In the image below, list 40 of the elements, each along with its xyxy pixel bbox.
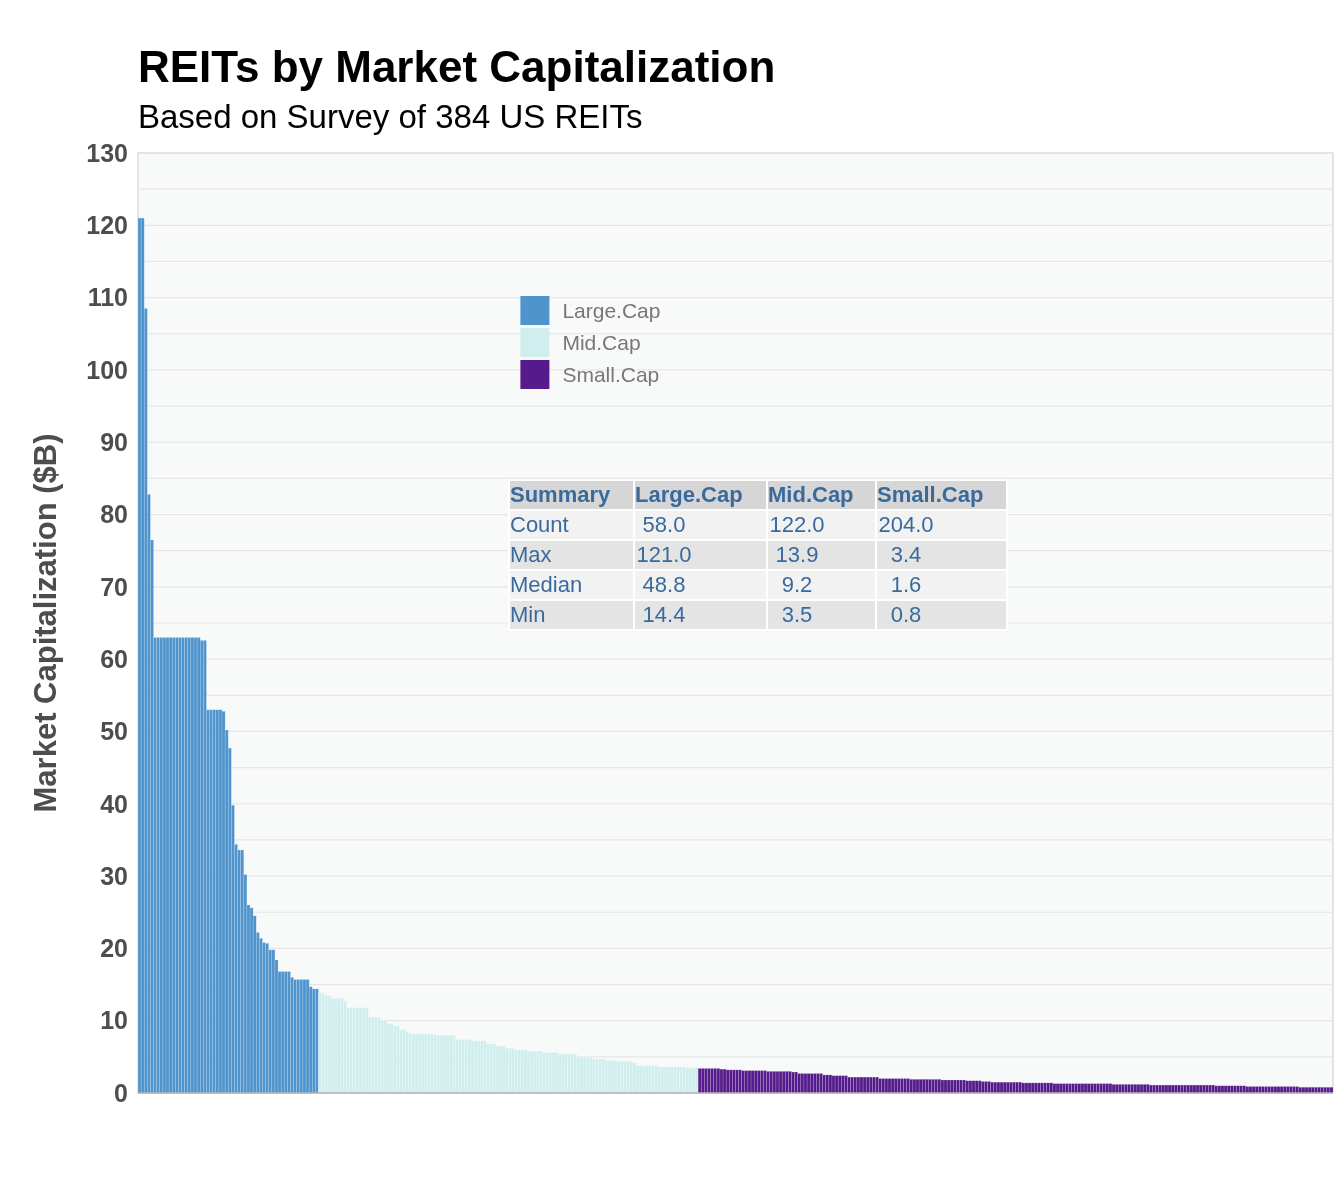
annotation: 14.4: [642, 602, 686, 627]
y-axis-title: Market Capitalization ($B): [28, 433, 63, 813]
legend-label: Mid.Cap: [562, 331, 641, 354]
annotation: Median: [510, 572, 583, 597]
y-tick-label: 30: [100, 861, 128, 890]
annotation: Max: [510, 542, 552, 567]
annotation: Mid.Cap: [768, 482, 854, 507]
y-tick-label: 90: [100, 427, 128, 456]
annotation: 0.8: [890, 602, 922, 627]
y-tick-label: 50: [100, 717, 128, 746]
chart-subtitle: Based on Survey of 384 US REITs: [138, 98, 643, 135]
y-tick-label: 100: [86, 355, 128, 384]
annotation: Summary: [510, 482, 612, 507]
y-tick-label: 60: [100, 644, 128, 673]
annotation: 204.0: [878, 512, 934, 537]
y-tick-label: 80: [100, 500, 128, 529]
annotation: 1.6: [890, 572, 922, 597]
annotation: 122.0: [769, 512, 825, 537]
y-tick-label: 110: [87, 283, 128, 312]
annotation: 121.0: [636, 542, 692, 567]
y-tick-label: 120: [86, 211, 128, 240]
annotation: 13.9: [775, 542, 819, 567]
y-tick-label: 10: [100, 1006, 128, 1035]
y-tick-label: 70: [100, 572, 128, 601]
annotation: 9.2: [781, 572, 813, 597]
legend-label: Large.Cap: [562, 299, 661, 322]
y-tick-label: 0: [114, 1078, 128, 1107]
y-tick-label: 130: [86, 138, 128, 167]
y-tick-label: 40: [100, 789, 128, 818]
y-tick-label: 20: [100, 934, 128, 963]
annotation: Small.Cap: [877, 482, 984, 507]
annotation: Min: [510, 602, 546, 627]
chart-title: REITs by Market Capitalization: [138, 42, 776, 91]
annotation: Large.Cap: [635, 482, 743, 507]
annotation: Count: [510, 512, 569, 537]
annotation: 3.4: [890, 542, 922, 567]
annotation: 48.8: [642, 572, 686, 597]
annotation: 3.5: [781, 602, 813, 627]
legend-label: Small.Cap: [562, 363, 660, 386]
annotation: 58.0: [642, 512, 686, 537]
